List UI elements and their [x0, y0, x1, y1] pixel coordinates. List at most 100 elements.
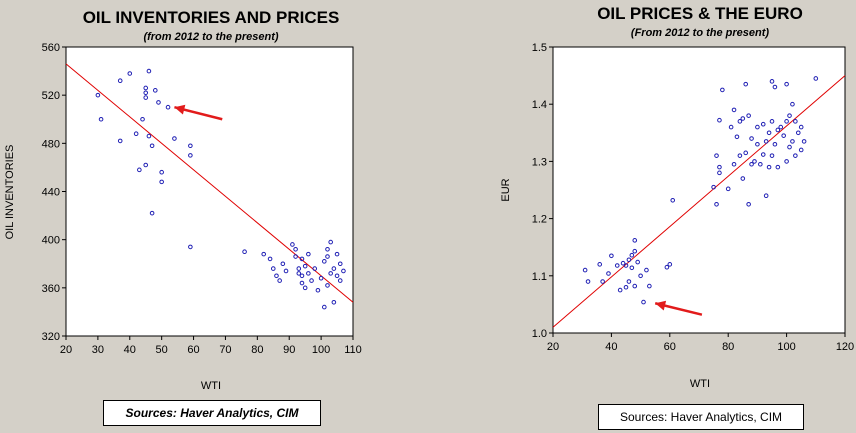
data-point [772, 84, 778, 90]
data-point [331, 299, 337, 305]
data-point [302, 263, 308, 269]
data-point [717, 164, 722, 170]
regression-line [552, 75, 846, 328]
data-point [731, 161, 737, 167]
x-tick-label: 100 [777, 341, 795, 353]
chart-left-xlabel: WTI [201, 380, 221, 392]
data-point [299, 273, 305, 279]
data-point [334, 251, 340, 257]
y-tick-label: 360 [42, 283, 60, 295]
data-point [734, 134, 740, 140]
data-point [787, 144, 792, 150]
data-point [325, 283, 330, 288]
data-point [769, 79, 775, 84]
data-point [290, 242, 295, 247]
data-point [638, 273, 643, 279]
data-point [664, 264, 670, 270]
y-tick-label: 1.5 [532, 42, 547, 54]
y-tick-label: 1.2 [532, 214, 547, 226]
y-tick-label: 440 [42, 187, 60, 199]
data-point [790, 139, 795, 144]
data-point [614, 263, 620, 268]
data-point [296, 271, 302, 276]
y-tick-label: 1.1 [532, 271, 547, 283]
x-tick-label: 60 [664, 341, 676, 353]
data-point [623, 284, 629, 290]
x-tick-label: 80 [251, 344, 263, 356]
data-point [143, 85, 149, 91]
data-point [277, 278, 282, 283]
data-point [306, 251, 311, 257]
data-point [606, 271, 611, 276]
data-point [312, 266, 318, 271]
data-point [755, 124, 760, 130]
y-tick-label: 480 [42, 138, 60, 150]
chart-right-xlabel: WTI [690, 378, 710, 390]
data-point [152, 88, 158, 93]
x-tick-label: 70 [219, 344, 231, 356]
data-point [626, 257, 632, 263]
data-point [760, 152, 766, 157]
data-point [728, 124, 734, 130]
data-point [635, 259, 640, 265]
data-point [740, 116, 746, 121]
data-point [293, 247, 298, 252]
data-point [188, 153, 193, 158]
data-point [632, 283, 638, 289]
data-point [746, 202, 751, 207]
data-point [632, 238, 638, 243]
data-point [772, 141, 778, 147]
x-tick-label: 110 [344, 344, 362, 356]
x-tick-label: 90 [283, 344, 295, 356]
chart-right-ylabel: EUR [500, 178, 512, 201]
data-point [95, 92, 101, 98]
data-point [159, 179, 164, 185]
data-point [337, 261, 343, 267]
data-point [798, 124, 804, 130]
data-point [146, 133, 152, 139]
data-point [755, 141, 760, 147]
annotation-arrow-head [655, 300, 667, 311]
data-point [261, 251, 267, 257]
data-point [711, 184, 716, 190]
data-point [620, 260, 626, 266]
chart-right-source: Sources: Haver Analytics, CIM [598, 404, 804, 430]
x-tick-label: 30 [92, 344, 104, 356]
data-point [322, 304, 327, 310]
data-point [758, 161, 763, 167]
data-point [790, 101, 795, 107]
chart-left: OIL INVENTORIES AND PRICES (from 2012 to… [4, 8, 362, 392]
data-point [325, 247, 330, 252]
x-tick-label: 100 [312, 344, 330, 356]
data-point [315, 287, 321, 293]
data-point [793, 153, 798, 158]
x-tick-label: 60 [187, 344, 199, 356]
data-point [325, 254, 330, 259]
data-point [309, 278, 314, 283]
data-point [133, 131, 139, 136]
data-point [334, 273, 340, 279]
data-point [117, 138, 123, 144]
data-point [267, 256, 273, 262]
data-point [322, 259, 327, 264]
data-point [617, 287, 623, 293]
data-point [793, 119, 798, 124]
data-point [717, 170, 722, 176]
data-point [331, 266, 337, 271]
data-point [328, 239, 333, 245]
data-point [763, 139, 769, 144]
data-point [299, 280, 305, 286]
x-tick-label: 80 [722, 341, 734, 353]
data-point [143, 95, 149, 100]
data-point [731, 107, 737, 113]
data-point [318, 275, 324, 281]
x-tick-label: 20 [547, 341, 559, 353]
y-tick-label: 320 [42, 331, 60, 343]
chart-right-subtitle: (From 2012 to the present) [631, 27, 769, 39]
data-point [302, 285, 308, 291]
data-point [795, 130, 801, 136]
data-point [159, 169, 164, 175]
data-point [740, 176, 746, 181]
data-point [242, 249, 247, 255]
